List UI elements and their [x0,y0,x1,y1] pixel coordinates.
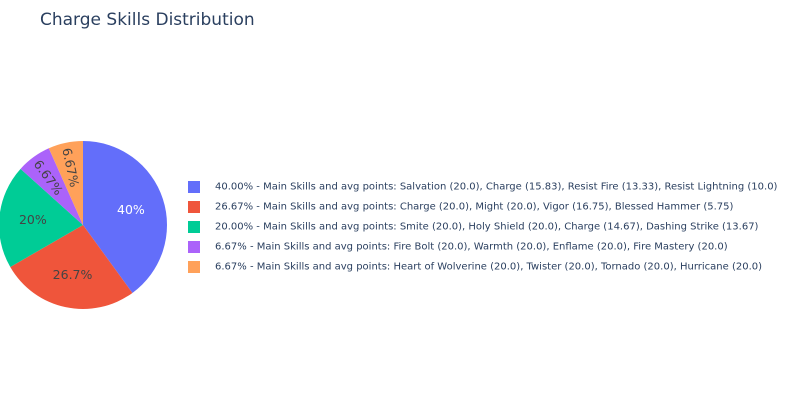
legend-swatch-4 [188,241,200,253]
pie-slice-4[interactable] [20,148,83,225]
legend: 40.00% - Main Skills and avg points: Sal… [188,181,778,273]
pie-slice-3[interactable] [0,168,83,268]
legend-label-3: 20.00% - Main Skills and avg points: Smi… [215,222,759,233]
legend-swatch-2 [188,201,200,213]
legend-label-1: 40.00% - Main Skills and avg points: Sal… [215,182,778,193]
slice-label-2: 26.7% [53,267,93,282]
legend-item-5[interactable]: 6.67% - Main Skills and avg points: Hear… [188,261,762,273]
legend-item-3[interactable]: 20.00% - Main Skills and avg points: Smi… [188,221,759,233]
legend-swatch-3 [188,221,200,233]
legend-item-1[interactable]: 40.00% - Main Skills and avg points: Sal… [188,181,778,193]
legend-item-2[interactable]: 26.67% - Main Skills and avg points: Cha… [188,201,734,213]
chart-title: Charge Skills Distribution [40,10,255,30]
pie-slices [0,141,167,309]
legend-label-5: 6.67% - Main Skills and avg points: Hear… [215,262,762,273]
legend-swatch-1 [188,181,200,193]
legend-item-4[interactable]: 6.67% - Main Skills and avg points: Fire… [188,241,728,253]
legend-label-2: 26.67% - Main Skills and avg points: Cha… [215,202,734,213]
slice-label-3: 20% [19,212,47,227]
pie-slice-1[interactable] [83,141,167,293]
slice-label-1: 40% [117,202,145,217]
legend-swatch-5 [188,261,200,273]
pie-slice-2[interactable] [10,225,133,309]
legend-label-4: 6.67% - Main Skills and avg points: Fire… [215,242,728,253]
pie-slice-5[interactable] [48,141,83,225]
